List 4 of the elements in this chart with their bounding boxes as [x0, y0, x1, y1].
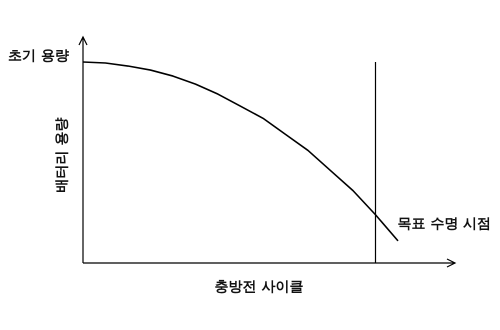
annotation: 목표 수명 시점 [398, 216, 492, 232]
text: 초기 용량 [8, 48, 69, 64]
x-axis-title: 충방전 사이클 [214, 279, 304, 295]
y-axis-title: 배터리 용량 [54, 118, 70, 192]
